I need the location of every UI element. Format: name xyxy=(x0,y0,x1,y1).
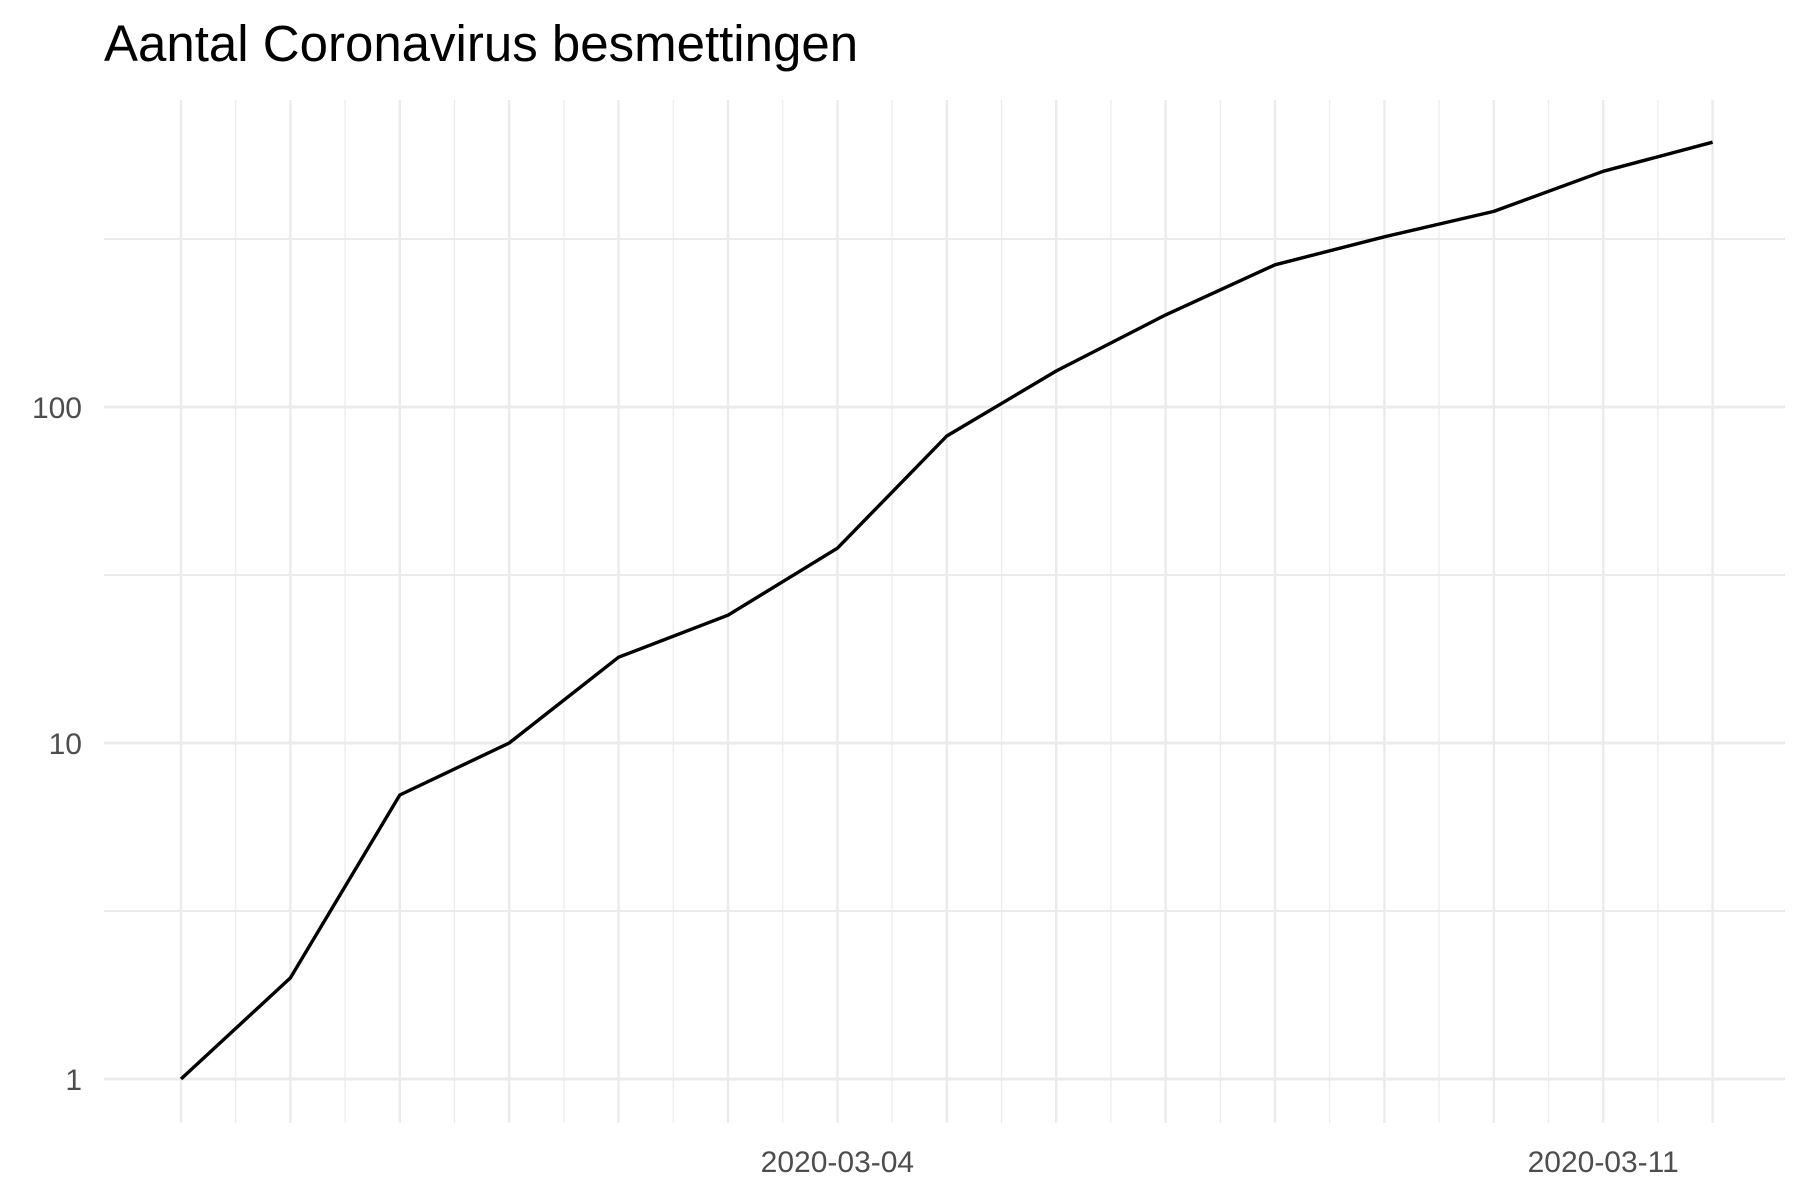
y-tick-label-100: 100 xyxy=(32,392,82,425)
x-tick-label-2020-03-11: 2020-03-11 xyxy=(1528,1146,1679,1179)
series-line-0 xyxy=(179,140,1714,1081)
y-tick-label-10: 10 xyxy=(49,728,82,761)
x-tick-label-2020-03-04: 2020-03-04 xyxy=(761,1146,914,1179)
y-tick-label-1: 1 xyxy=(65,1064,82,1097)
chart-title: Aantal Coronavirus besmettingen xyxy=(104,15,859,72)
